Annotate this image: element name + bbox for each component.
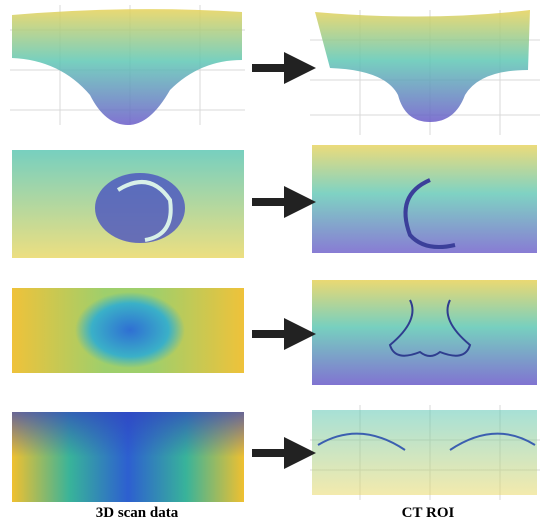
scan-nose-shape [75, 292, 185, 368]
caption: 3D scan data [96, 505, 179, 521]
ct-nose [312, 280, 537, 385]
scan-eyes-shade [12, 412, 244, 502]
ct-ear-rim [403, 178, 456, 249]
scan-ear-rim [116, 180, 173, 242]
caption: CT ROI [402, 505, 455, 521]
ct-ear [312, 145, 537, 253]
scan-nose-bridge [12, 9, 242, 126]
ct-nose-outline [388, 299, 472, 357]
ct-eyes-outline [317, 432, 536, 451]
ct-eyes [312, 410, 537, 495]
ct-nose-bridge [315, 10, 530, 122]
